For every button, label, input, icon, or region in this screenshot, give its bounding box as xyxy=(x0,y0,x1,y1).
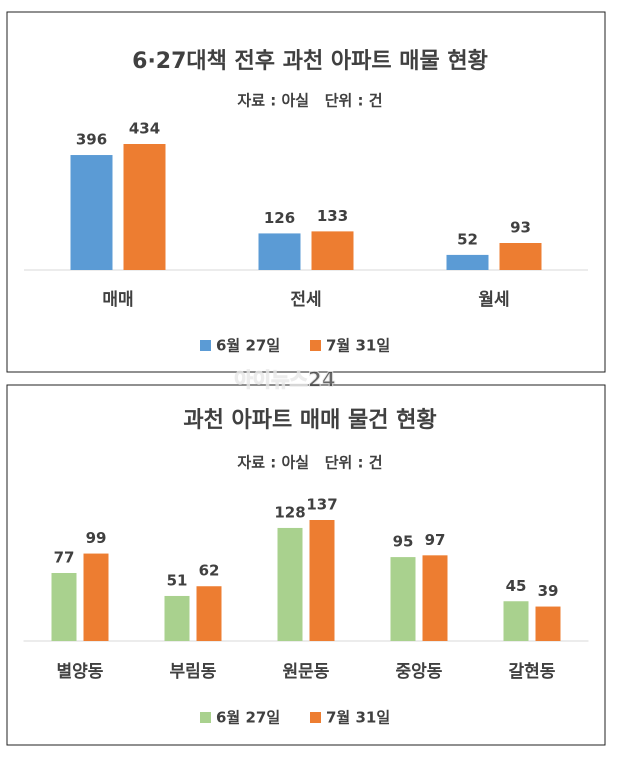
bar xyxy=(196,586,222,641)
value-label: 128 xyxy=(274,503,305,521)
bar xyxy=(123,144,166,270)
x-tick-label: 별양동 xyxy=(57,662,104,682)
value-label: 51 xyxy=(167,571,188,589)
watermark: 아이뉴스24 xyxy=(234,368,335,392)
bar xyxy=(446,254,489,270)
value-label: 45 xyxy=(506,577,527,595)
value-label: 99 xyxy=(86,529,107,547)
value-label: 39 xyxy=(538,582,559,600)
x-tick-label: 매매 xyxy=(102,290,133,310)
bar xyxy=(499,243,542,270)
bar xyxy=(311,231,354,270)
value-label: 396 xyxy=(76,131,107,149)
bar xyxy=(309,520,335,641)
value-label: 93 xyxy=(510,219,531,237)
legend-swatch xyxy=(310,712,321,723)
value-label: 133 xyxy=(317,207,348,225)
value-label: 137 xyxy=(306,496,337,514)
bar xyxy=(503,601,529,641)
bar xyxy=(164,595,190,641)
legend-label: 7월 31일 xyxy=(326,709,390,727)
x-tick-label: 중앙동 xyxy=(396,662,443,682)
x-tick-label: 부림동 xyxy=(170,662,217,682)
chart-subtitle: 자료 : 아실 단위 : 건 xyxy=(237,92,382,110)
x-tick-label: 월세 xyxy=(478,290,509,310)
bar xyxy=(422,555,448,641)
chart-subtitle: 자료 : 아실 단위 : 건 xyxy=(237,454,382,472)
x-tick-label: 갈현동 xyxy=(509,662,556,682)
bar xyxy=(51,572,77,641)
chart-title: 6·27대책 전후 과천 아파트 매물 현황 xyxy=(132,49,488,74)
bar xyxy=(83,553,109,641)
legend-label: 6월 27일 xyxy=(216,709,280,727)
value-label: 434 xyxy=(129,120,160,138)
x-tick-label: 원문동 xyxy=(283,662,330,682)
bar xyxy=(535,606,561,641)
x-tick-label: 전세 xyxy=(290,290,321,310)
chart-title: 과천 아파트 매매 물건 현황 xyxy=(183,408,436,433)
legend-swatch xyxy=(200,340,211,351)
value-label: 77 xyxy=(54,548,75,566)
legend-label: 7월 31일 xyxy=(326,337,390,355)
value-label: 126 xyxy=(264,209,295,227)
legend-swatch xyxy=(200,712,211,723)
bar xyxy=(70,155,113,270)
value-label: 97 xyxy=(425,531,446,549)
bar xyxy=(390,557,416,641)
value-label: 62 xyxy=(199,562,220,580)
legend-label: 6월 27일 xyxy=(216,337,280,355)
bar xyxy=(258,233,301,270)
value-label: 95 xyxy=(393,533,414,551)
bar xyxy=(277,527,303,641)
legend-swatch xyxy=(310,340,321,351)
value-label: 52 xyxy=(457,230,478,248)
